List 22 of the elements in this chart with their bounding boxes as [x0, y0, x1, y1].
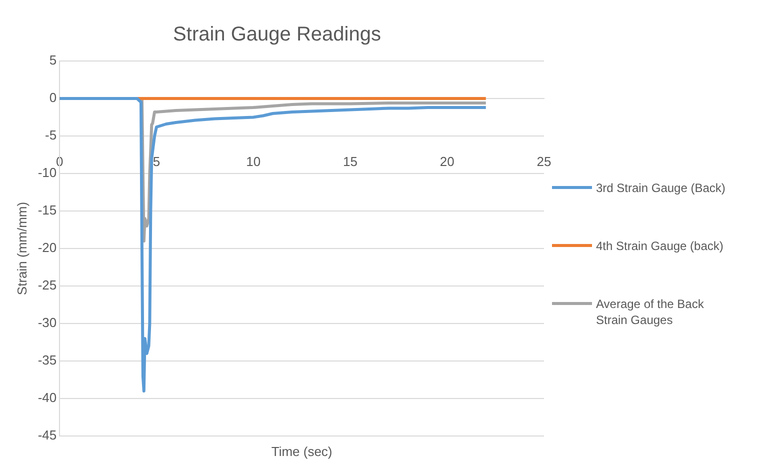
- y-tick-label: -15: [38, 202, 57, 218]
- x-tick-label: 15: [343, 154, 358, 169]
- x-axis-title: Time (sec): [271, 444, 332, 460]
- y-tick-label: 5: [49, 52, 57, 68]
- x-tick-label: 20: [440, 154, 454, 169]
- x-tick-label: 10: [246, 154, 261, 169]
- y-axis-title: Strain (mm/mm): [14, 202, 30, 296]
- y-tick-label: -5: [45, 128, 57, 143]
- y-tick-label: 0: [49, 90, 57, 106]
- y-tick-label: -45: [38, 428, 57, 443]
- legend-label: Average of the Back Strain Gauges: [596, 296, 705, 328]
- y-tick-label: -35: [38, 352, 57, 368]
- chart-title: Strain Gauge Readings: [173, 24, 381, 46]
- legend-label: 3rd Strain Gauge (Back): [596, 180, 726, 196]
- y-tick-label: -20: [38, 240, 57, 256]
- y-tick-label: -10: [38, 165, 57, 180]
- y-tick-label: -40: [38, 390, 57, 406]
- y-tick-label: -30: [38, 315, 57, 330]
- legend-label: 4th Strain Gauge (back): [596, 238, 724, 254]
- x-tick-label: 5: [152, 154, 160, 169]
- y-tick-label: -25: [38, 278, 57, 293]
- x-tick-label: 25: [536, 154, 552, 169]
